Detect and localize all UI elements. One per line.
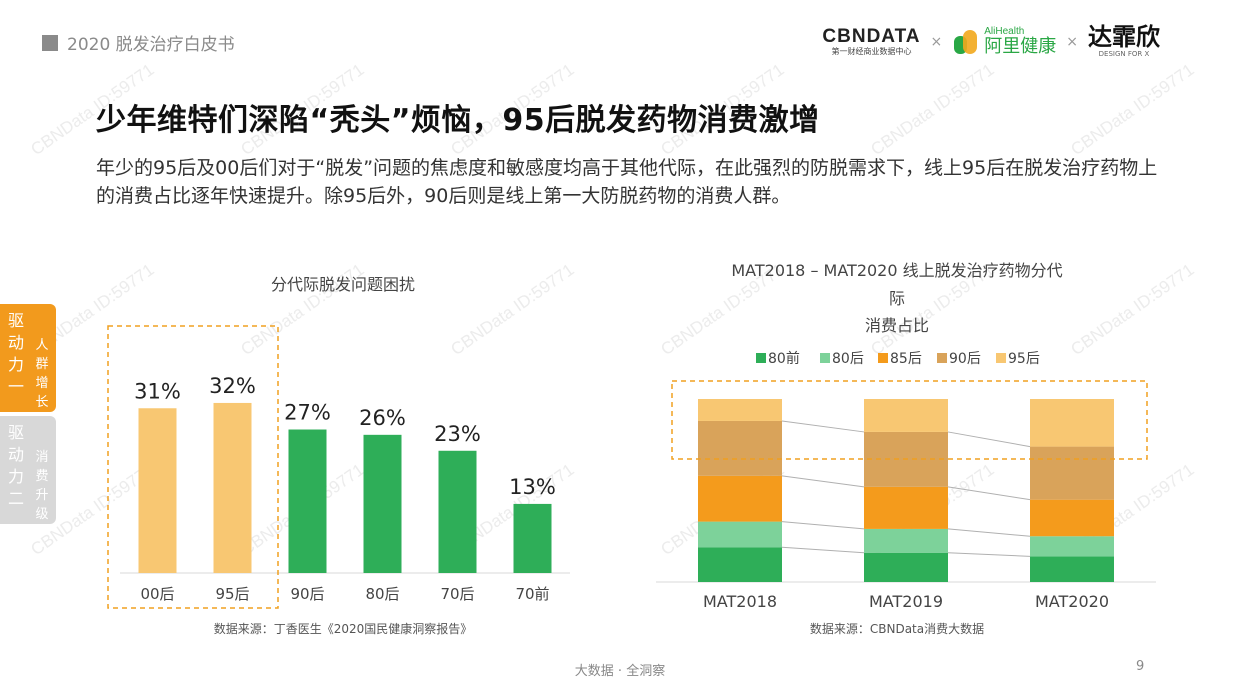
legend-swatch (878, 353, 888, 363)
stacked-segment (698, 420, 782, 476)
side-tab-1-sublabel: 人群增长 (35, 338, 49, 410)
slide-title: 少年维特们深陷“秃头”烦恼，95后脱发药物消费激增 (96, 103, 820, 138)
right-chart-title-line: 消费占比 (865, 316, 929, 335)
right-chart-source: 数据来源：CBNData消费大数据 (810, 621, 984, 636)
page-number: 9 (1136, 659, 1145, 674)
highlight-box (107, 325, 279, 609)
category-label: MAT2019 (869, 592, 943, 611)
header-square-icon (42, 34, 58, 51)
daxx-logo-subtitle: DESIGN FOR X (1098, 50, 1150, 58)
stacked-segment (1030, 446, 1114, 500)
bar-data-label: 31% (134, 379, 181, 403)
legend-label: 95后 (1008, 351, 1040, 367)
legend-swatch (756, 353, 766, 363)
report-header: 2020 脱发治疗白皮书 (42, 30, 235, 55)
alihealth-mark-icon (952, 28, 980, 56)
bar-data-label: 27% (284, 401, 331, 425)
legend-label: 80前 (768, 350, 800, 367)
right-chart-title-line: 际 (889, 289, 905, 308)
stacked-segment (1030, 536, 1114, 557)
generation-hairloss-bar-chart: 分代际脱发问题困扰 31% 00后 32% 95后 27% 90后 26% 80后 23% 70后 1… (107, 275, 570, 636)
category-label: 70后 (440, 585, 474, 603)
connector-line (947, 486, 1031, 501)
slide-description: 年少的95后及00后们对于“脱发”问题的焦虑度和敏感度均高于其他代际，在此强烈的… (96, 157, 1158, 207)
side-tab-2-sublabel: 消费升级 (35, 450, 49, 522)
times-separator: × (930, 33, 943, 50)
bar (138, 408, 177, 573)
legend-swatch (937, 353, 947, 363)
bar (363, 434, 402, 573)
category-label: 00后 (140, 585, 174, 603)
stacked-segment (698, 547, 782, 582)
connector-line (781, 420, 865, 433)
stacked-segment (698, 521, 782, 548)
report-title: 2020 脱发治疗白皮书 (67, 35, 235, 55)
legend-swatch (820, 353, 830, 363)
partner-logos: CBNDATA 第一财经商业数据中心 × AliHealth 阿里健康 × 达霏… (822, 24, 1160, 59)
stacked-segment (864, 552, 948, 582)
highlight-box (671, 380, 1148, 460)
stacked-segment (864, 486, 948, 529)
cbndata-logo-name: CBNDATA (822, 25, 921, 47)
stacked-segment (1030, 556, 1114, 582)
daxx-logo: 达霏欣 DESIGN FOR X (1088, 24, 1160, 59)
connector-line (947, 552, 1031, 557)
connector-line (947, 528, 1031, 537)
category-label: 70前 (515, 585, 549, 603)
connector-line (781, 521, 865, 530)
stacked-segment (864, 399, 948, 432)
bar-data-label: 13% (509, 475, 556, 499)
daxx-logo-name: 达霏欣 (1088, 23, 1160, 51)
stacked-segment (698, 399, 782, 421)
side-tab-driver-2[interactable]: 驱动力二 消费升级 (0, 416, 56, 524)
stacked-segment (698, 475, 782, 522)
category-label: MAT2020 (1035, 592, 1109, 611)
left-chart-title: 分代际脱发问题困扰 (271, 275, 415, 294)
side-tab-1-label: 驱动力一 (7, 311, 24, 396)
category-label: 80后 (365, 585, 399, 603)
right-chart-title-line: MAT2018 – MAT2020 线上脱发治疗药物分代 (731, 261, 1062, 280)
side-tab-2-label: 驱动力二 (7, 423, 24, 508)
legend-swatch (996, 353, 1006, 363)
alihealth-logo: AliHealth 阿里健康 (952, 26, 1056, 57)
left-chart-source: 数据来源：丁香医生《2020国民健康洞察报告》 (214, 621, 473, 636)
bar (513, 503, 552, 573)
times-separator-2: × (1066, 33, 1078, 50)
bar-data-label: 32% (209, 374, 256, 398)
alihealth-logo-cn: 阿里健康 (984, 36, 1057, 57)
stacked-segment (1030, 499, 1114, 537)
alihealth-logo-en: AliHealth (984, 26, 1025, 37)
connector-line (947, 431, 1031, 448)
legend-label: 85后 (890, 351, 922, 367)
connector-line (781, 546, 865, 554)
category-label: MAT2018 (703, 592, 777, 611)
bar (213, 402, 252, 573)
bar (288, 429, 327, 573)
category-label: 95后 (215, 585, 249, 603)
bar (438, 450, 477, 573)
legend-label: 80后 (832, 351, 864, 367)
bar-data-label: 26% (359, 406, 406, 430)
stacked-segment (1030, 399, 1114, 447)
bar-data-label: 23% (434, 422, 481, 446)
stacked-segment (864, 528, 948, 553)
category-label: 90后 (290, 585, 324, 603)
legend-label: 90后 (949, 351, 981, 367)
footer-slogan: 大数据 · 全洞察 (574, 664, 666, 679)
cbndata-logo-subtitle: 第一财经商业数据中心 (831, 46, 912, 56)
side-tab-driver-1[interactable]: 驱动力一 人群增长 (0, 304, 56, 412)
cbndata-logo: CBNDATA 第一财经商业数据中心 (822, 25, 921, 57)
connector-line (781, 475, 865, 488)
